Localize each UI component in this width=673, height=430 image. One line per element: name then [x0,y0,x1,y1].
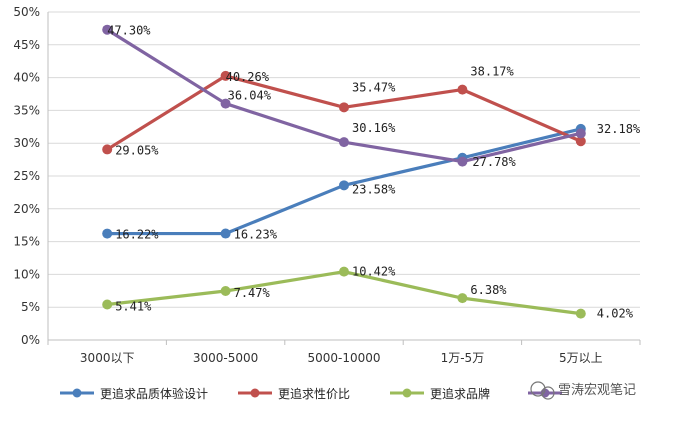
data-label: 35.47% [352,80,396,94]
data-label: 5.41% [115,300,152,314]
series-point [339,266,349,277]
x-tick-label: 1万-5万 [441,351,485,365]
series-point [457,293,468,304]
y-tick-label: 20% [13,202,40,216]
y-tick-label: 50% [13,5,40,19]
legend: 更追求品质体验设计 更追求性价比 更追求品牌 [60,386,562,401]
wechat-icon-bubble [541,386,555,400]
legend-swatch-marker [402,388,412,398]
series-point [220,98,231,109]
y-tick-label: 30% [13,136,40,150]
data-label: 40.26% [226,70,270,84]
x-tick-label: 5000-10000 [307,351,380,365]
series-point [220,70,231,81]
series-point [457,156,468,167]
series-point [575,136,586,147]
series-point [102,24,113,35]
series-point [339,180,349,191]
y-tick-label: 5% [21,300,40,314]
y-tick-label: 45% [13,38,40,52]
watermark: 雪涛宏观笔记 [530,381,636,400]
data-label: 38.17% [470,65,514,79]
legend-swatch-marker [250,388,260,398]
y-tick-label: 0% [21,333,40,347]
y-tick-label: 35% [13,103,40,117]
legend-label: 更追求性价比 [278,386,350,401]
x-tick-label: 3000以下 [80,351,135,365]
x-axis: 3000以下 3000-5000 5000-10000 1万-5万 5万以上 [47,339,641,365]
series-point [339,102,349,113]
data-label: 10.42% [352,265,396,279]
series-point [102,299,113,310]
data-label: 36.04% [228,89,272,103]
series-point [575,308,586,319]
data-label: 16.23% [234,228,278,242]
data-label: 32.18% [597,122,641,136]
y-axis: 0% 5% 10% 15% 20% 25% 30% 35% 40% 45% 50% [13,5,49,347]
data-labels: 16.22% 16.23% 23.58% 27.78% 32.18% 29.05% 40.2… [107,24,641,321]
x-tick-label: 5万以上 [559,351,603,365]
wechat-icon [530,381,546,397]
data-label: 4.02% [597,307,634,321]
y-tick-label: 15% [13,235,40,249]
series-point [102,144,113,155]
series-point [102,228,113,239]
series-point [220,228,231,239]
data-label: 7.47% [234,286,271,300]
data-label: 6.38% [470,283,507,297]
series-point [339,137,349,148]
watermark-text: 雪涛宏观笔记 [558,382,636,398]
series-point [575,128,586,139]
series-point [457,84,468,95]
series-point [220,285,231,296]
data-label: 29.05% [115,143,159,157]
y-tick-label: 10% [13,267,40,281]
data-label: 16.22% [115,228,159,242]
x-tick-label: 3000-5000 [193,351,258,365]
data-label: 30.16% [352,121,396,135]
legend-label: 更追求品牌 [430,386,490,401]
y-tick-label: 40% [13,71,40,85]
data-label: 47.30% [107,24,151,38]
legend-swatch-marker [72,388,82,398]
data-label: 27.78% [472,155,516,169]
data-label: 23.58% [352,182,396,196]
legend-label: 更追求品质体验设计 [100,386,208,401]
series-group [102,24,586,319]
y-tick-label: 25% [13,169,40,183]
